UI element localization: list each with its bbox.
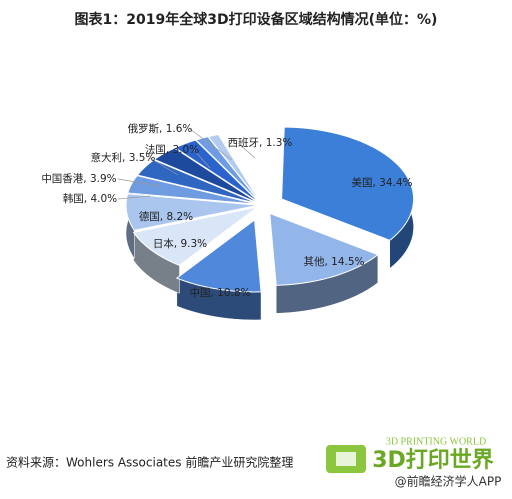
data-label: 意大利, 3.5% [91, 151, 156, 164]
data-label: 西班牙, 1.3% [228, 137, 293, 149]
logo-icon-inner [336, 452, 356, 466]
leader-line [117, 178, 161, 187]
data-label: 法国, 3.0% [145, 143, 199, 156]
slice [136, 159, 259, 205]
leader-line [117, 195, 151, 200]
logo-top: 3D PRINTING WORLD [386, 436, 486, 447]
logo-main: 3D打印世界 [372, 448, 494, 473]
data-label: 日本, 9.3% [153, 237, 207, 250]
slice [269, 212, 379, 286]
source: 资料来源：Wohlers Associates 前瞻产业研究院整理 [6, 455, 293, 470]
slice [132, 206, 258, 266]
logo: 3D PRINTING WORLD 3D打印世界 @前瞻经济学人APP [326, 436, 502, 489]
leader-line [149, 157, 179, 176]
data-label: 美国, 34.4% [351, 176, 412, 189]
data-label: 其他, 14.5% [303, 255, 364, 268]
logo-handle: @前瞻经济学人APP [395, 474, 502, 489]
data-label: 德国, 8.2% [139, 210, 193, 223]
leader-line [193, 149, 211, 169]
chart-title: 图表1：2019年全球3D打印设备区域结构情况(单位：%) [75, 11, 438, 28]
slice [174, 139, 261, 204]
leader-line [189, 128, 233, 161]
slice [195, 136, 261, 204]
leader-line [237, 142, 256, 159]
slice [153, 147, 260, 204]
slice [207, 133, 261, 204]
data-label: 韩国, 4.0% [63, 192, 117, 205]
data-label: 中国香港, 3.9% [41, 172, 116, 185]
pie [125, 126, 415, 321]
data-label: 俄罗斯, 1.6% [128, 122, 193, 135]
labels: 美国, 34.4% 其他, 14.5% 中国, 10.8% 日本, 9.3% 德国, 8… [41, 122, 412, 299]
data-label: 中国, 10.8% [189, 286, 250, 299]
slice [175, 219, 262, 293]
slice [125, 193, 259, 231]
slice [127, 175, 259, 205]
slice [281, 126, 415, 241]
